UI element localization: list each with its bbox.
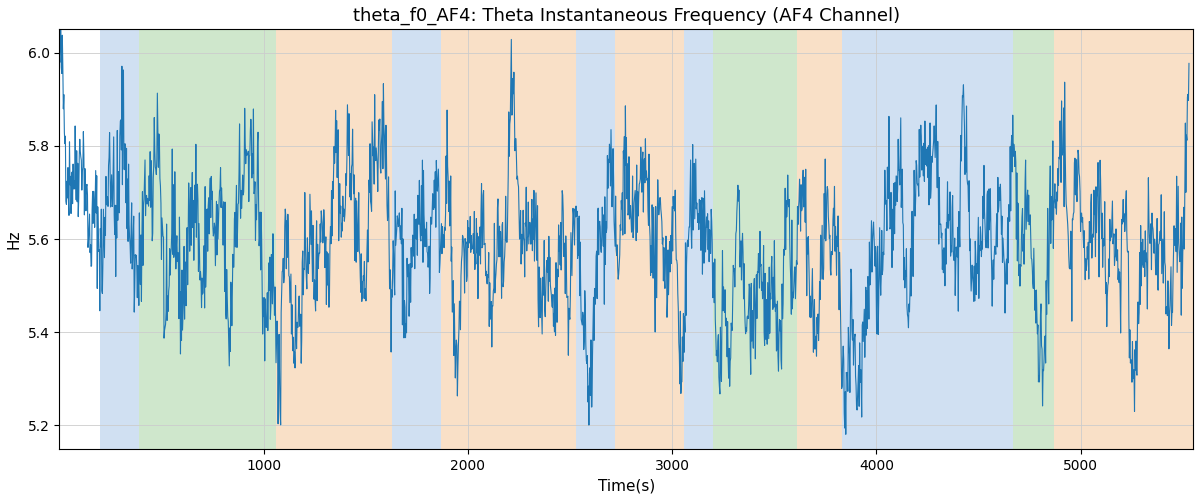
Bar	[841, 30, 1013, 449]
Bar	[684, 30, 713, 449]
Bar	[139, 30, 276, 449]
Title: theta_f0_AF4: Theta Instantaneous Frequency (AF4 Channel): theta_f0_AF4: Theta Instantaneous Freque…	[353, 7, 900, 25]
Bar	[100, 30, 139, 449]
Bar	[276, 30, 392, 449]
Bar	[797, 30, 841, 449]
Bar	[1013, 30, 1054, 449]
Bar	[713, 30, 797, 449]
Y-axis label: Hz: Hz	[7, 230, 22, 249]
X-axis label: Time(s): Time(s)	[598, 478, 655, 493]
Bar	[1054, 30, 1193, 449]
Bar	[614, 30, 684, 449]
Bar	[576, 30, 614, 449]
Bar	[442, 30, 576, 449]
Bar	[392, 30, 442, 449]
